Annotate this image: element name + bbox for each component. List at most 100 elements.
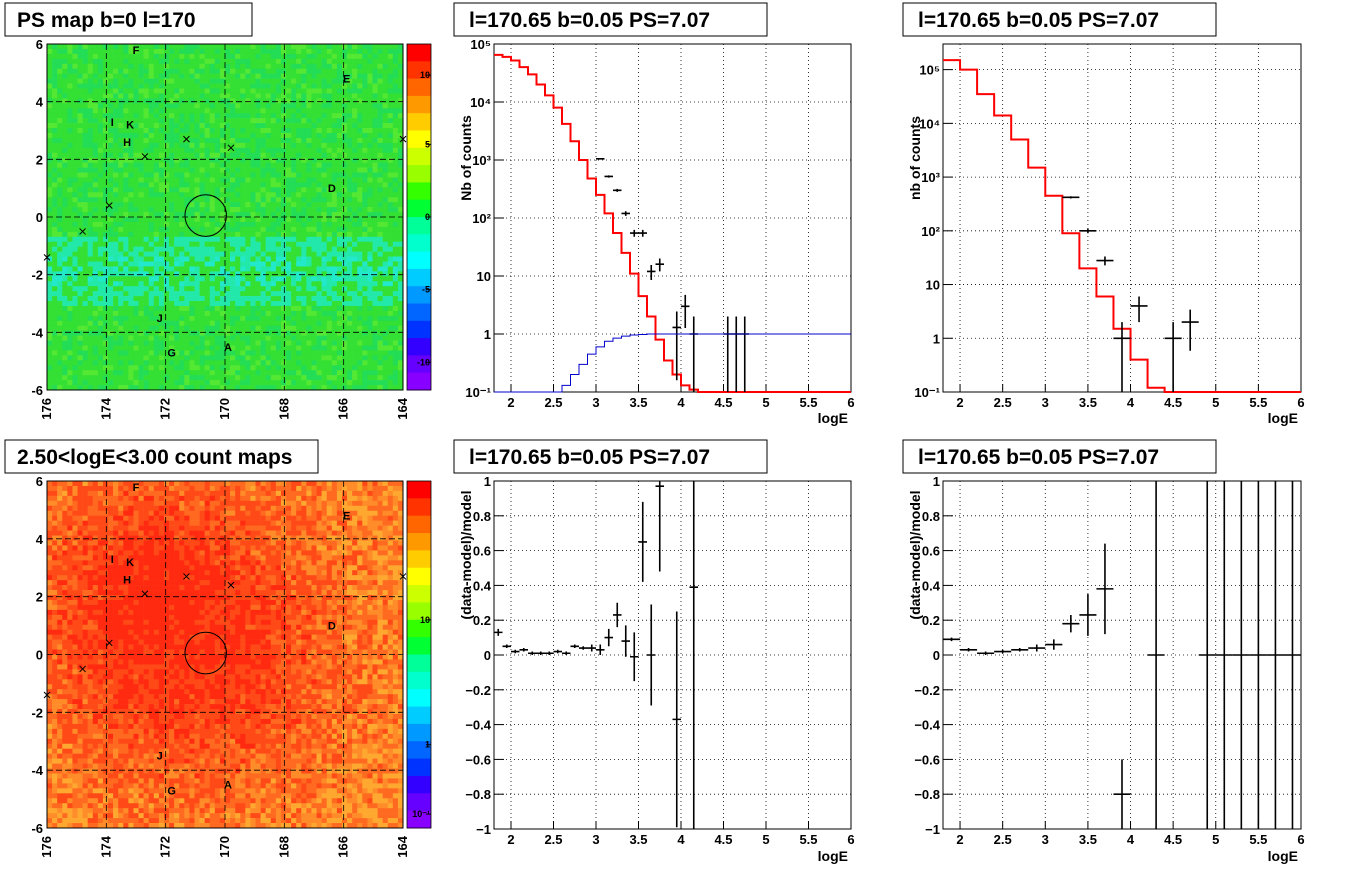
map-pixel <box>286 291 292 297</box>
map-pixel <box>158 345 165 351</box>
map-pixel <box>174 375 180 381</box>
map-pixel <box>397 167 404 173</box>
map-pixel <box>92 162 99 168</box>
map-pixel <box>92 256 99 262</box>
map-pixel <box>357 63 363 70</box>
map-pixel <box>67 103 73 109</box>
map-pixel <box>250 53 256 60</box>
map-pixel <box>138 142 144 149</box>
map-pixel <box>255 340 261 346</box>
map-pixel <box>270 296 277 302</box>
map-pixel <box>72 310 78 317</box>
map-pixel <box>194 118 200 124</box>
map-pixel <box>77 118 83 124</box>
map-pixel <box>270 276 277 282</box>
map-pixel <box>148 157 155 163</box>
map-pixel <box>52 380 58 386</box>
map-pixel <box>148 177 155 183</box>
map-pixel <box>118 123 124 129</box>
map-pixel <box>255 251 261 257</box>
colorbar-swatch <box>407 199 431 218</box>
map-pixel <box>108 355 114 361</box>
map-pixel <box>189 63 195 70</box>
map-pixel <box>392 296 399 302</box>
map-pixel <box>102 266 109 272</box>
map-pixel <box>260 128 266 134</box>
map-source-cross <box>105 202 113 209</box>
map-pixel <box>235 217 241 223</box>
map-pixel <box>336 221 343 228</box>
map-pixel <box>367 296 373 302</box>
map-pixel <box>153 296 160 302</box>
map-pixel <box>174 177 180 183</box>
map-pixel <box>291 53 297 60</box>
map-pixel <box>321 320 328 327</box>
map-pixel <box>214 340 221 346</box>
map-pixel <box>92 315 99 322</box>
map-pixel <box>245 202 251 208</box>
map-pixel <box>280 212 287 218</box>
map-pixel <box>97 330 104 336</box>
map-pixel <box>209 58 216 65</box>
map-pixel <box>291 157 297 163</box>
map-pixel <box>128 365 134 371</box>
map-pixel <box>92 291 99 297</box>
map-pixel <box>92 83 99 89</box>
map-pixel <box>123 88 129 94</box>
map-pixel <box>113 221 119 228</box>
map-pixel <box>372 276 378 282</box>
map-pixel <box>377 113 383 119</box>
map-pixel <box>204 197 211 203</box>
map-pixel <box>143 44 150 50</box>
map-pixel <box>102 93 109 99</box>
map-pixel <box>357 385 363 391</box>
map-pixel <box>153 375 160 381</box>
map-pixel <box>341 113 348 119</box>
map-pixel <box>108 385 114 391</box>
map-pixel <box>275 93 282 99</box>
map-pixel <box>387 375 394 381</box>
map-pixel <box>336 380 343 386</box>
map-pixel <box>209 271 216 277</box>
map-pixel <box>296 152 302 158</box>
map-pixel <box>179 93 185 99</box>
map-pixel <box>92 63 99 70</box>
map-pixel <box>184 152 190 158</box>
map-pixel <box>240 226 246 233</box>
map-pixel <box>301 271 307 277</box>
map-pixel <box>209 305 216 312</box>
map-pixel <box>347 182 353 188</box>
map-pixel <box>301 157 307 163</box>
map-pixel <box>57 44 63 50</box>
map-pixel <box>235 236 241 243</box>
map-pixel <box>128 350 134 356</box>
map-pixel <box>62 157 68 163</box>
map-pixel <box>347 197 353 203</box>
map-pixel <box>316 296 322 302</box>
map-pixel <box>153 310 160 317</box>
map-pixel <box>184 48 190 55</box>
map-pixel <box>321 68 328 74</box>
map-pixel <box>158 261 165 267</box>
map-pixel <box>174 137 180 144</box>
map-pixel <box>260 286 266 292</box>
map-pixel <box>336 83 343 89</box>
map-pixel <box>382 58 389 65</box>
map-pixel <box>392 48 399 55</box>
map-pixel <box>372 142 378 149</box>
map-pixel <box>153 44 160 50</box>
map-pixel <box>184 320 190 327</box>
map-pixel <box>336 162 343 168</box>
map-pixel <box>341 63 348 70</box>
map-pixel <box>67 212 73 218</box>
map-pixel <box>199 48 205 55</box>
map-pixel <box>382 142 389 149</box>
map-pixel <box>77 73 83 79</box>
map-pixel <box>153 108 160 114</box>
map-pixel <box>392 231 399 238</box>
map-pixel <box>138 305 144 312</box>
map-pixel <box>113 128 119 134</box>
map-pixel <box>245 118 251 124</box>
map-pixel <box>113 142 119 149</box>
map-pixel <box>362 251 368 257</box>
